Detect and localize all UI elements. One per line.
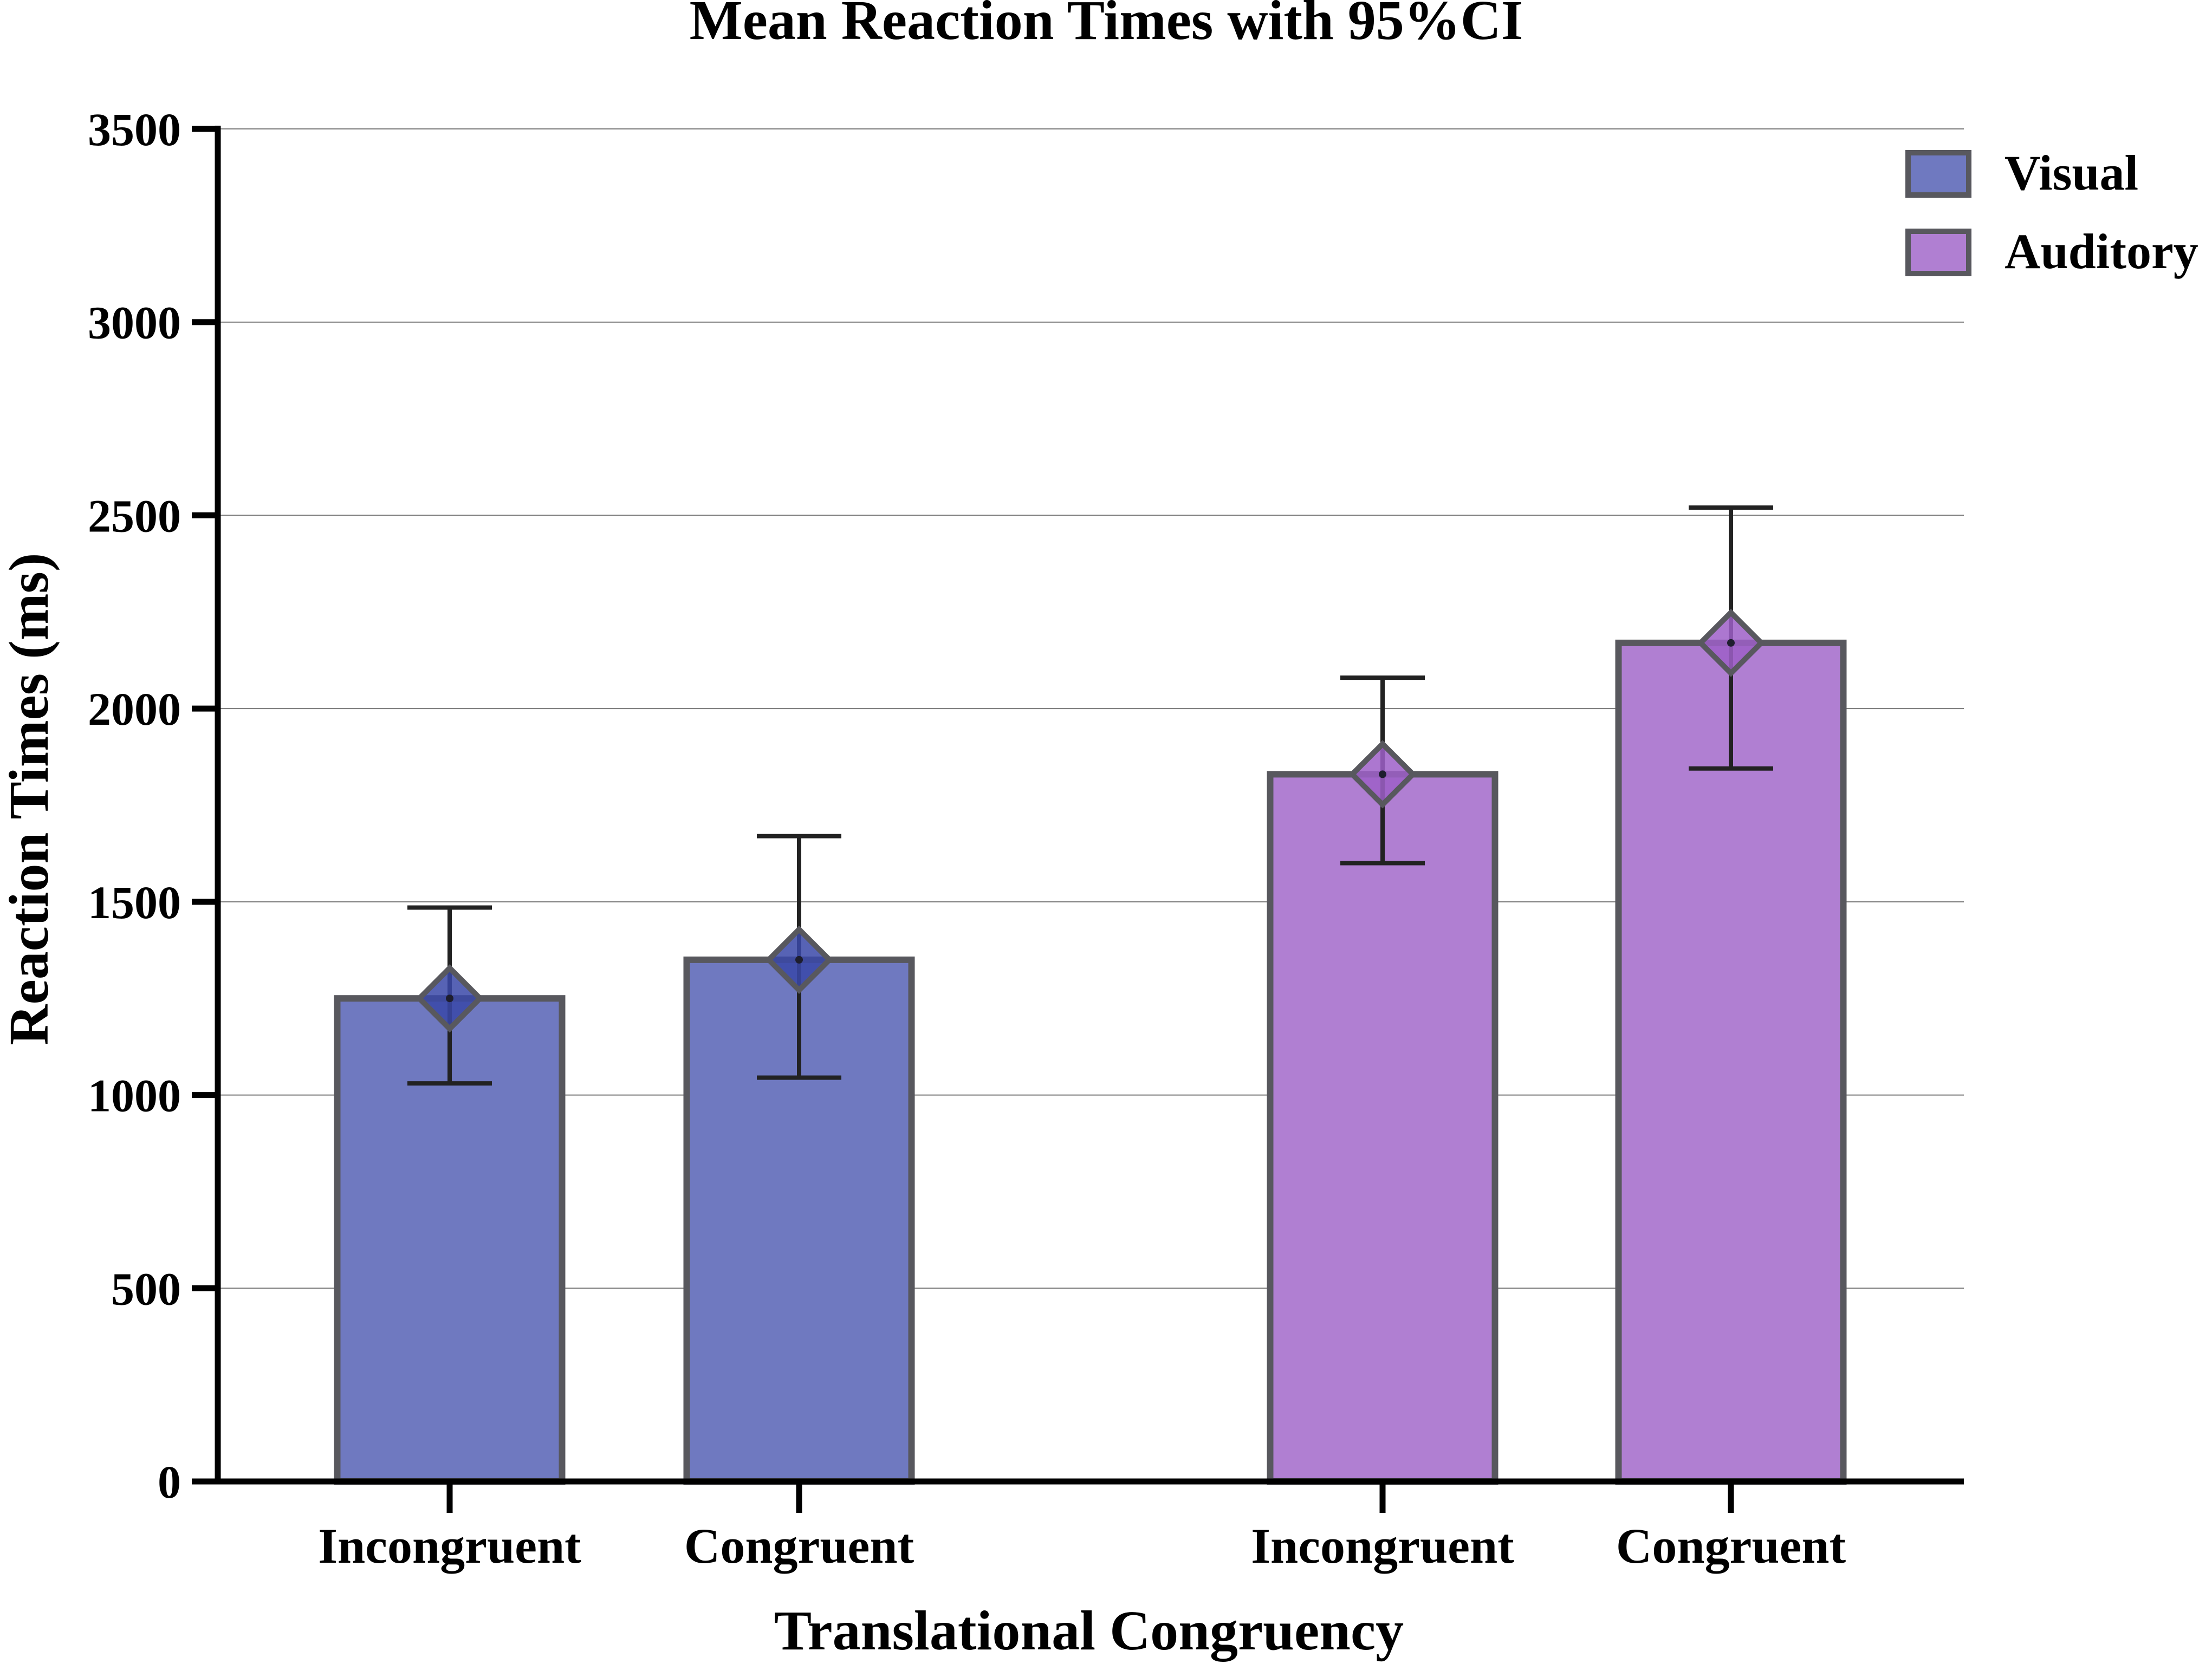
mean-dot: [1727, 639, 1735, 647]
y-tick-label: 2500: [88, 490, 181, 542]
bar: [1267, 771, 1499, 1485]
y-tick-label: 3000: [88, 297, 181, 349]
bars: [334, 639, 1847, 1485]
y-tick-label: 500: [111, 1263, 181, 1315]
legend: Visual Auditory: [1905, 145, 2198, 279]
legend-swatch: [1905, 150, 1971, 198]
legend-swatch: [1905, 229, 1971, 276]
y-tick-label: 3500: [88, 103, 181, 155]
y-axis-title: Reaction Times (ms): [0, 553, 60, 1045]
x-tick-labels: Incongruent Congruent Incongruent Congruent: [318, 1518, 1846, 1574]
mean-dot: [1379, 770, 1386, 778]
legend-label: Visual: [2005, 145, 2138, 200]
bar: [1615, 639, 1847, 1485]
error-bars: [407, 505, 1773, 1086]
mean-dot: [795, 955, 803, 964]
legend-label: Auditory: [2005, 224, 2198, 279]
chart-title: Mean Reaction Times with 95%CI: [690, 0, 1523, 51]
x-axis-title: Translational Congruency: [774, 1600, 1404, 1662]
x-tick-label: Incongruent: [318, 1518, 581, 1574]
y-tick-label: 1000: [88, 1070, 181, 1122]
y-tick-label: 1500: [88, 876, 181, 928]
x-tick-label: Congruent: [684, 1518, 914, 1574]
y-tick-label: 0: [158, 1456, 181, 1508]
y-tick-labels: 0 500 1000 1500 2000 2500 3000 3500: [88, 103, 181, 1508]
mean-dot: [446, 994, 453, 1003]
axes: [192, 126, 1964, 1513]
y-tick-label: 2000: [88, 683, 181, 735]
x-tick-label: Incongruent: [1251, 1518, 1514, 1574]
x-tick-label: Congruent: [1616, 1518, 1846, 1574]
mean-markers: [415, 608, 1766, 1033]
